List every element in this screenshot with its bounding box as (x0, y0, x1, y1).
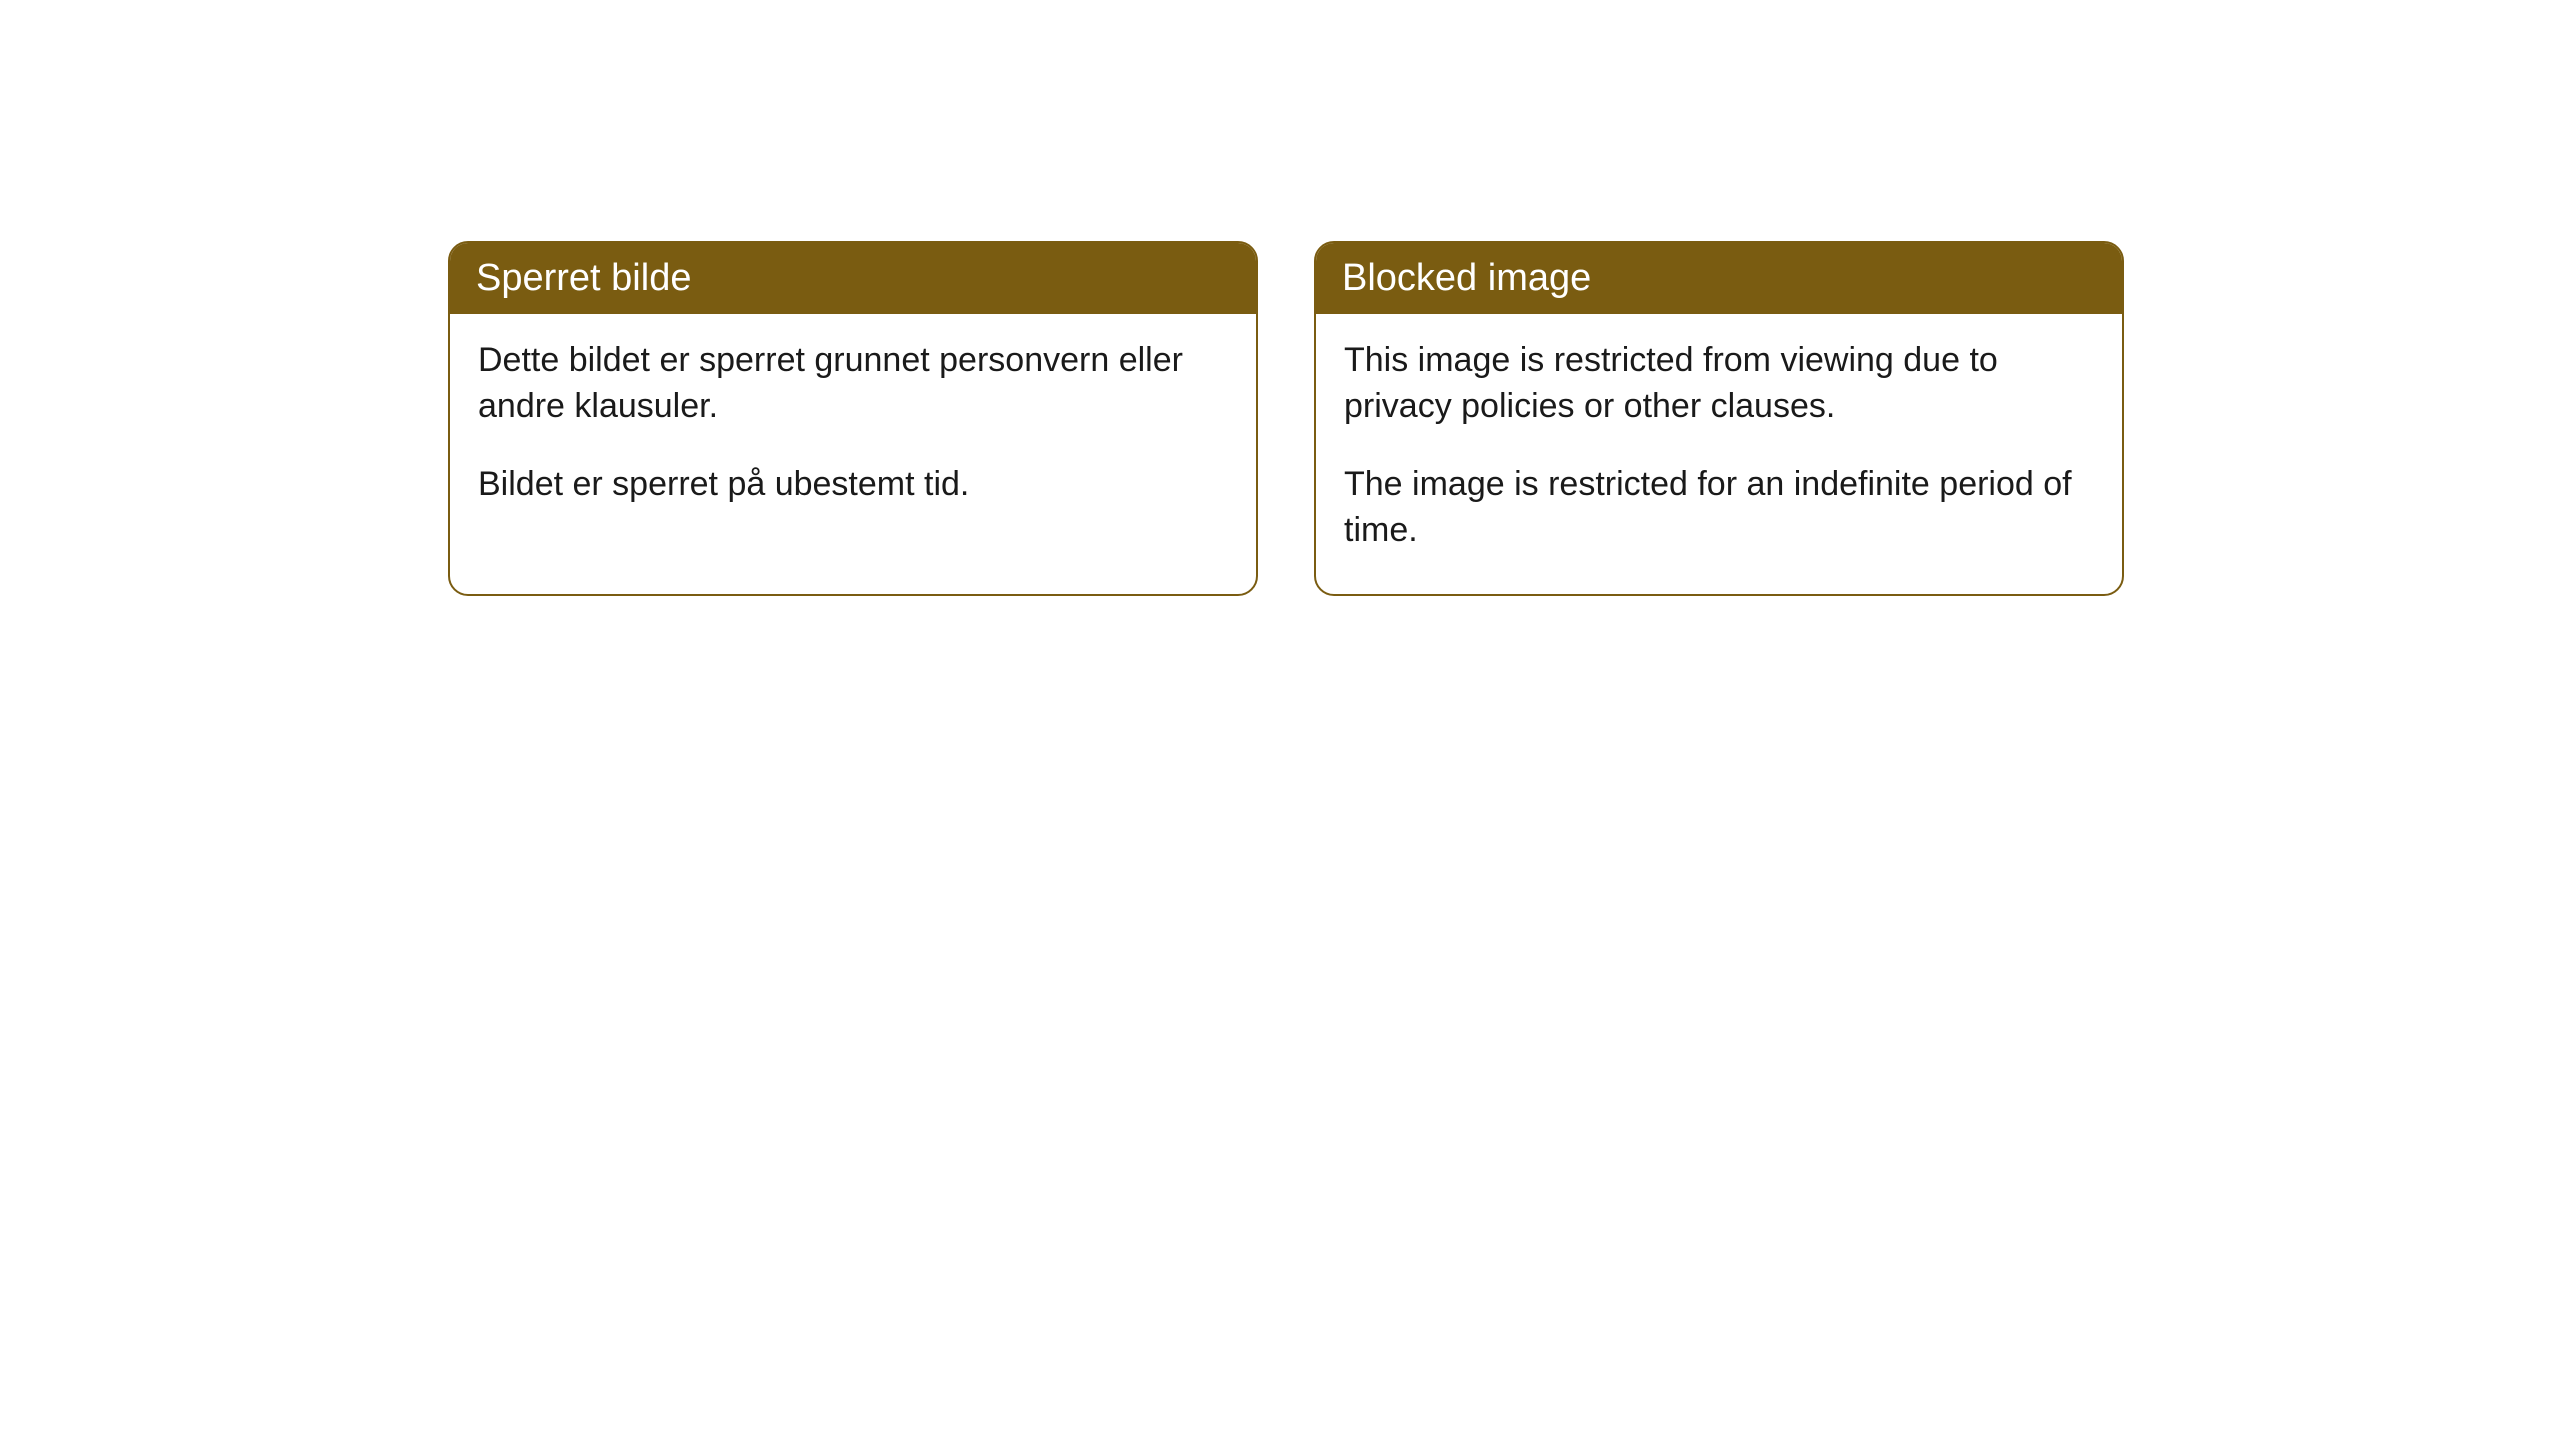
card-header-no: Sperret bilde (450, 243, 1256, 314)
notice-container: Sperret bilde Dette bildet er sperret gr… (448, 241, 2124, 596)
card-paragraph-no-2: Bildet er sperret på ubestemt tid. (478, 462, 1228, 508)
card-body-en: This image is restricted from viewing du… (1316, 314, 2122, 594)
card-header-en: Blocked image (1316, 243, 2122, 314)
blocked-image-card-no: Sperret bilde Dette bildet er sperret gr… (448, 241, 1258, 596)
card-paragraph-no-1: Dette bildet er sperret grunnet personve… (478, 338, 1228, 430)
card-paragraph-en-2: The image is restricted for an indefinit… (1344, 462, 2094, 554)
card-paragraph-en-1: This image is restricted from viewing du… (1344, 338, 2094, 430)
card-body-no: Dette bildet er sperret grunnet personve… (450, 314, 1256, 548)
blocked-image-card-en: Blocked image This image is restricted f… (1314, 241, 2124, 596)
